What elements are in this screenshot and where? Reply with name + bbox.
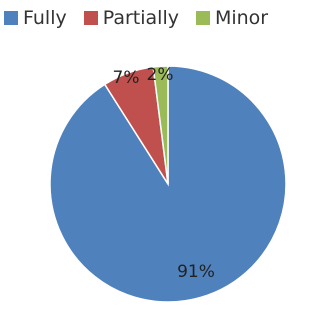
pie-slice-minor (152, 65, 169, 185)
legend-label-fully: Fully (23, 7, 67, 29)
legend-swatch-fully (4, 11, 18, 25)
legend-item-minor: Minor (195, 7, 269, 29)
legend-item-fully: Fully (4, 7, 67, 29)
legend-swatch-minor (195, 11, 210, 25)
legend-label-minor: Minor (214, 7, 269, 29)
pie-data-labels: 91% 7% 2% (113, 65, 215, 282)
data-label-partially: 7% (113, 68, 140, 88)
data-label-minor: 2% (147, 65, 174, 85)
legend-label-partially: Partially (102, 7, 179, 29)
legend-swatch-partially (83, 11, 98, 25)
pie-slices (49, 65, 287, 303)
chart-legend: Fully Partially Minor (4, 4, 268, 32)
legend-item-partially: Partially (83, 7, 179, 29)
data-label-fully: 91% (177, 262, 215, 282)
